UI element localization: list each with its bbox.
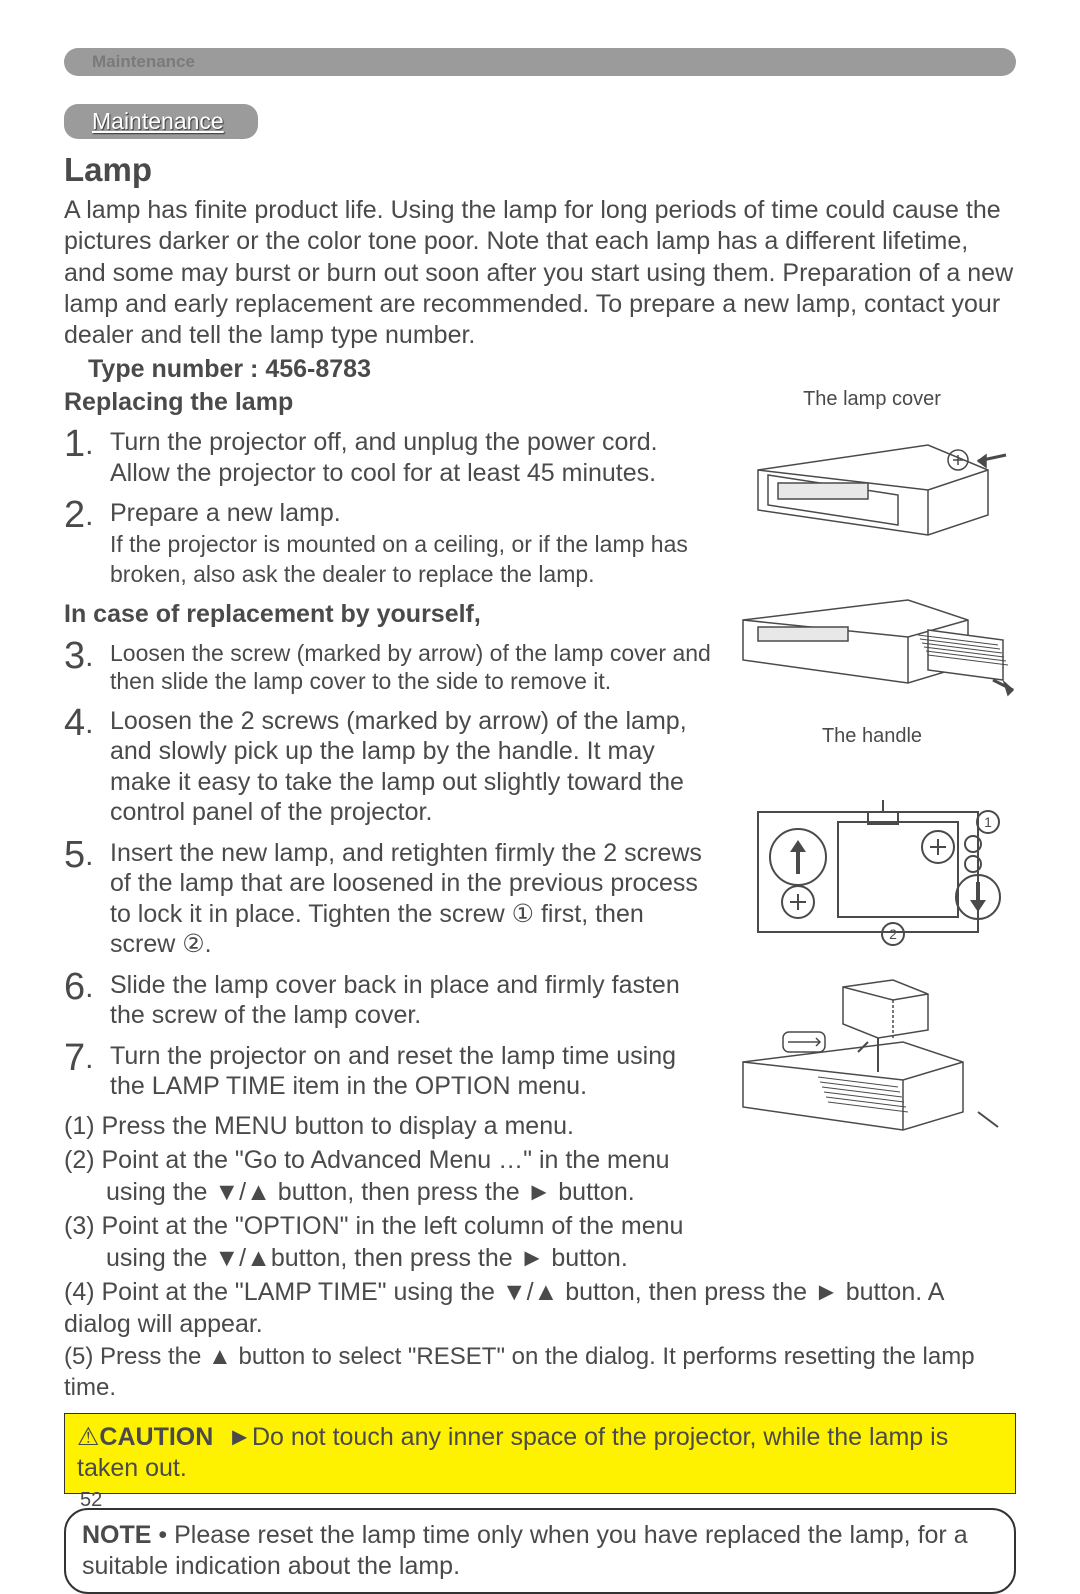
step-text: Turn the projector on and reset the lamp…: [110, 1039, 714, 1102]
step-text: Insert the new lamp, and retighten firml…: [110, 836, 714, 960]
step-7: 7 Turn the projector on and reset the la…: [64, 1039, 714, 1102]
substep-3: (3) Point at the "OPTION" in the left co…: [64, 1210, 714, 1274]
step-text: Slide the lamp cover back in place and f…: [110, 968, 714, 1031]
step-number: 2: [64, 496, 110, 534]
figure-handle: 1 2: [728, 752, 1016, 952]
self-replace-heading: In case of replacement by yourself,: [64, 600, 714, 629]
note-text: • Please reset the lamp time only when y…: [82, 1521, 968, 1580]
caution-box: ⚠CAUTION ►Do not touch any inner space o…: [64, 1413, 1016, 1494]
warning-icon: ⚠: [77, 1423, 99, 1451]
step-4: 4 Loosen the 2 screws (marked by arrow) …: [64, 704, 714, 828]
step-text: Prepare a new lamp. If the projector is …: [110, 496, 714, 590]
step-number: 1: [64, 425, 110, 463]
arrow-icon: ►: [227, 1423, 252, 1451]
substep-2: (2) Point at the "Go to Advanced Menu …"…: [64, 1144, 714, 1208]
substep-5: (5) Press the ▲ button to select "RESET"…: [64, 1342, 1016, 1403]
section-header-label: Maintenance: [92, 52, 195, 72]
figure-lamp-cover-slide: [728, 575, 1016, 705]
page-number: 52: [80, 1489, 102, 1512]
caution-lead: CAUTION: [99, 1423, 213, 1451]
substep-4: (4) Point at the "LAMP TIME" using the ▼…: [64, 1276, 1016, 1340]
section-pill-label: Maintenance: [92, 108, 224, 134]
step-6: 6 Slide the lamp cover back in place and…: [64, 968, 714, 1031]
note-box: NOTE • Please reset the lamp time only w…: [64, 1508, 1016, 1594]
substep-1: (1) Press the MENU button to display a m…: [64, 1110, 714, 1142]
type-number: Type number : 456-8783: [64, 355, 1016, 384]
note-lead: NOTE: [82, 1521, 151, 1549]
figure-label-1: The lamp cover: [728, 388, 1016, 411]
substeps-continued: (4) Point at the "LAMP TIME" using the ▼…: [64, 1276, 1016, 1403]
replacing-heading: Replacing the lamp: [64, 388, 714, 417]
section-header-bar: Maintenance: [64, 48, 1016, 76]
intro-paragraph: A lamp has finite product life. Using th…: [64, 195, 1016, 351]
step-text: Loosen the screw (marked by arrow) of th…: [110, 637, 714, 696]
svg-text:1: 1: [984, 814, 992, 830]
step-text: Turn the projector off, and unplug the p…: [110, 425, 714, 488]
step-number: 5: [64, 836, 110, 874]
step-5: 5 Insert the new lamp, and retighten fir…: [64, 836, 714, 960]
step-number: 7: [64, 1039, 110, 1077]
step-number: 6: [64, 968, 110, 1006]
step-text: Loosen the 2 screws (marked by arrow) of…: [110, 704, 714, 828]
figure-lamp-cover-top: [728, 415, 1016, 555]
figure-lamp-remove: [728, 972, 1016, 1142]
svg-text:2: 2: [889, 926, 897, 942]
step-1: 1 Turn the projector off, and unplug the…: [64, 425, 714, 488]
step-3: 3 Loosen the screw (marked by arrow) of …: [64, 637, 714, 696]
step-number: 3: [64, 637, 110, 675]
page-title: Lamp: [64, 151, 1016, 189]
step-2: 2 Prepare a new lamp. If the projector i…: [64, 496, 714, 590]
substeps: (1) Press the MENU button to display a m…: [64, 1110, 714, 1274]
section-pill: Maintenance: [64, 104, 258, 139]
figure-label-2: The handle: [728, 725, 1016, 748]
step-number: 4: [64, 704, 110, 742]
